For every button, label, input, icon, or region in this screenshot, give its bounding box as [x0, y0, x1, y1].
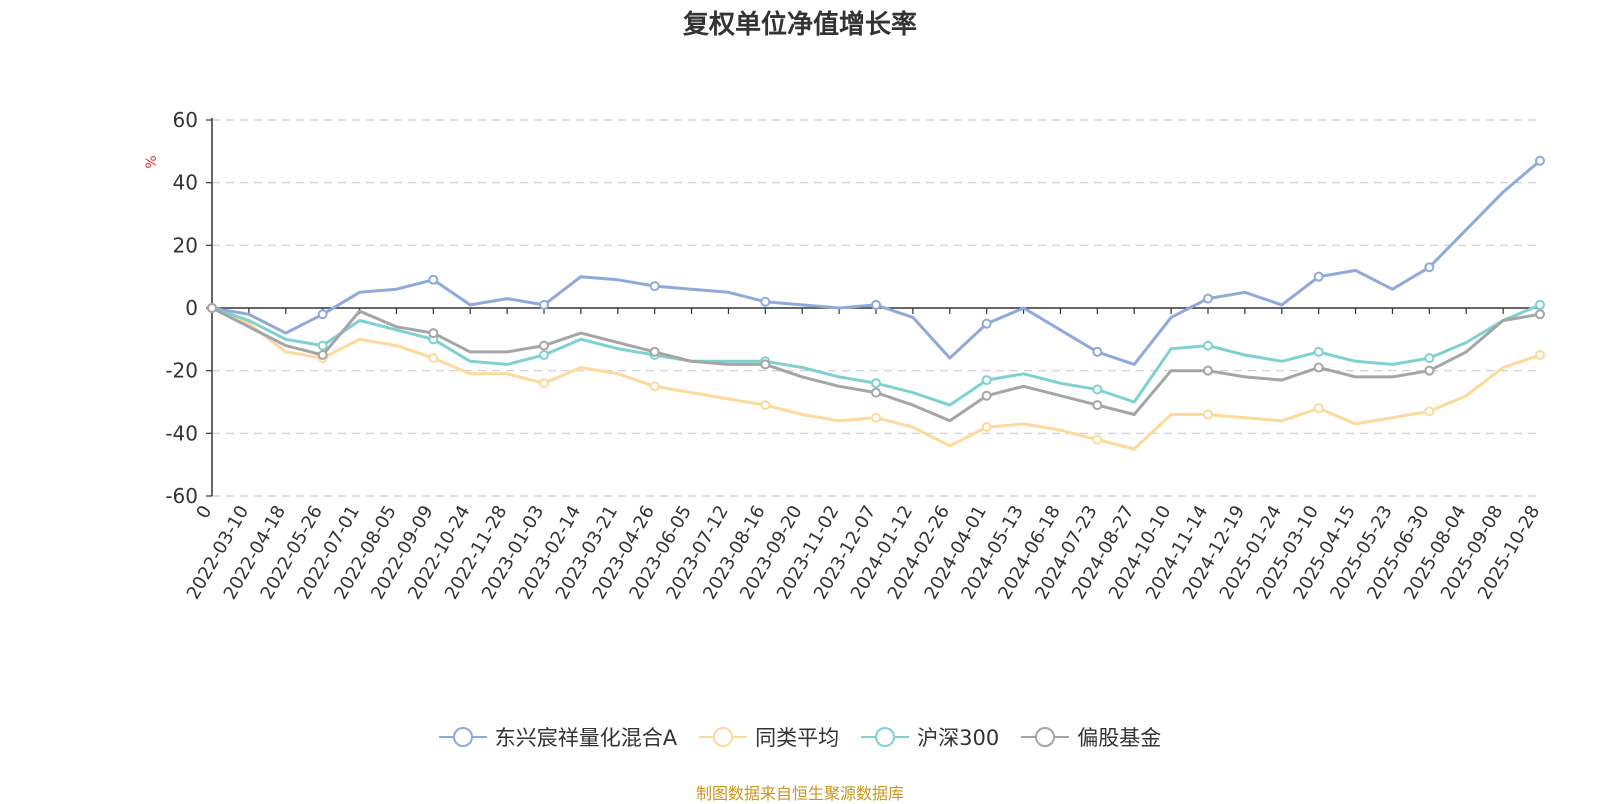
data-point [1313, 403, 1324, 414]
data-point [1203, 409, 1213, 420]
y-tick-label: 60 [173, 108, 198, 132]
data-point [871, 299, 881, 310]
data-point [317, 309, 328, 320]
data-point [1535, 299, 1545, 310]
data-point [539, 350, 549, 360]
legend-swatch-marker [1035, 727, 1056, 747]
data-point [649, 281, 660, 292]
data-point [1203, 365, 1213, 376]
legend-swatch-marker [875, 727, 896, 747]
data-point [428, 274, 439, 285]
data-point [1424, 262, 1435, 273]
legend-swatch [1021, 727, 1070, 747]
legend-item[interactable]: 偏股基金 [1021, 722, 1161, 752]
legend-item[interactable]: 同类平均 [699, 722, 839, 752]
data-point [871, 387, 881, 398]
y-tick-label: -60 [165, 484, 198, 508]
legend-item[interactable]: 沪深300 [861, 722, 999, 752]
legend-label: 同类平均 [755, 726, 840, 750]
data-point [428, 328, 439, 339]
legend-swatch [699, 727, 748, 747]
data-point [981, 375, 992, 386]
data-point [1424, 353, 1435, 364]
data-point [760, 296, 771, 307]
legend-label: 东兴宸祥量化混合A [494, 726, 678, 750]
data-point [871, 378, 881, 389]
data-point [981, 390, 992, 401]
legend-swatch [438, 727, 487, 747]
legend-swatch [861, 727, 910, 747]
data-point [1092, 384, 1103, 395]
data-point [539, 378, 549, 389]
source-note: 制图数据来自恒生聚源数据库 [695, 784, 904, 803]
data-point [539, 299, 549, 310]
y-tick-label: -40 [165, 421, 198, 445]
y-tick-label: 20 [173, 233, 198, 257]
data-point [649, 346, 660, 357]
data-point [1203, 340, 1213, 351]
data-point [317, 350, 328, 360]
y-tick-label: -20 [165, 359, 198, 383]
x-tick-label: 0 [192, 502, 216, 522]
data-point [1424, 406, 1435, 417]
legend-label: 沪深300 [917, 726, 1000, 750]
data-point [1535, 309, 1545, 320]
legend-swatch-marker [713, 727, 734, 747]
data-point [1092, 434, 1103, 445]
data-point [1535, 350, 1545, 360]
legend-label: 偏股基金 [1077, 726, 1162, 750]
data-point [1092, 346, 1103, 357]
legend-item[interactable]: 东兴宸祥量化混合A [438, 722, 678, 752]
data-point [1535, 155, 1545, 166]
data-point [428, 353, 439, 364]
y-unit-label: % [144, 155, 160, 168]
data-point [871, 412, 881, 423]
data-point [1313, 362, 1324, 373]
y-tick-label: 40 [173, 171, 198, 195]
data-point [1313, 271, 1324, 282]
series-layer [207, 155, 1545, 451]
legend-swatch-marker [452, 727, 473, 747]
series-line [211, 306, 1541, 423]
legend: 东兴宸祥量化混合A 同类平均 沪深300 偏股基金 [0, 722, 1600, 752]
data-point [539, 340, 549, 351]
y-tick-label: 0 [185, 296, 198, 320]
data-point [317, 340, 328, 351]
data-point [1203, 293, 1213, 304]
data-point [760, 359, 771, 370]
data-point [981, 422, 992, 433]
data-point [1092, 400, 1103, 411]
data-point [1313, 346, 1324, 357]
data-point [649, 381, 660, 392]
chart-title: 复权单位净值增长率 [682, 10, 917, 40]
data-point [760, 400, 771, 411]
data-point [207, 303, 217, 313]
data-point [1424, 365, 1435, 376]
data-point [981, 318, 992, 329]
